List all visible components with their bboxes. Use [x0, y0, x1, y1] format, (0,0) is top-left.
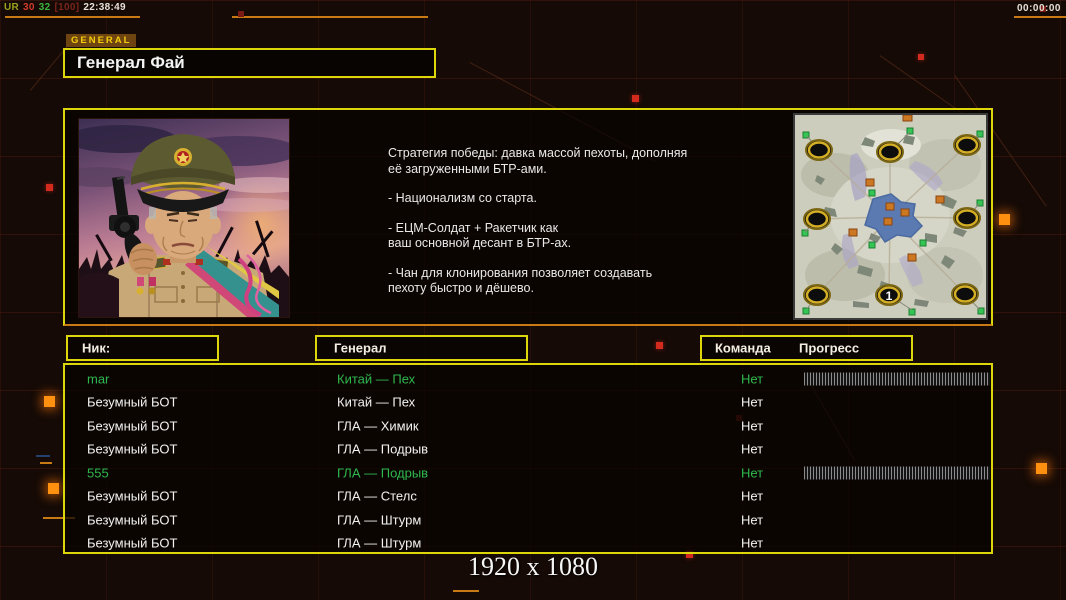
deco-line [40, 462, 52, 464]
player-nick: Безумный БОТ [87, 535, 178, 551]
player-row[interactable]: Безумный БОТ ГЛА — Стелс Нет [67, 485, 989, 509]
player-team: Нет [741, 488, 764, 504]
column-header-nick: Ник: [66, 335, 219, 361]
deco-red-square [686, 551, 693, 558]
player-nick: Безумный БОТ [87, 512, 178, 528]
deco-line-blue [36, 455, 50, 457]
general-info-panel: Стратегия победы: давка массой пехоты, д… [59, 108, 993, 326]
player-team: Нет [741, 512, 764, 528]
general-portrait-image [59, 119, 309, 317]
deco-line [43, 517, 75, 519]
deco-red-square [238, 11, 244, 17]
player-general: Китай — Пех [337, 371, 416, 387]
deco-red-square [632, 95, 639, 102]
deco-red-square [46, 184, 53, 191]
player-row[interactable]: 555 ГЛА — Подрыв Нет [67, 461, 990, 485]
gentool-statusbar: UR 30 32 [100] 22:38:49 [4, 2, 130, 13]
player-row[interactable]: Безумный БОТ ГЛА — Штурм Нет [67, 508, 989, 532]
player-nick: Безумный БОТ [87, 418, 178, 434]
deco-orange-square [1036, 463, 1047, 474]
start-position-1-label: 1 [886, 289, 893, 303]
match-timer: 00:00:00 [1016, 3, 1061, 14]
player-general: ГЛА — Химик [337, 418, 419, 434]
player-progress-bar [804, 372, 990, 386]
deco-line [453, 590, 479, 592]
deco-orange-square [999, 214, 1010, 225]
deco-orange-square [48, 483, 59, 494]
player-nick: Безумный БОТ [87, 488, 178, 504]
progress-header-label: Прогресс [799, 340, 860, 356]
briefing-paragraph: - Чан для клонирования позволяет создава… [388, 265, 653, 296]
column-header-general: Генерал [315, 335, 528, 361]
deco-red-square [656, 342, 663, 349]
player-team: Нет [741, 535, 764, 551]
player-row[interactable]: Безумный БОТ ГЛА — Подрыв Нет [67, 438, 989, 462]
player-team: Нет [741, 394, 764, 410]
statusbar-segment: 30 [23, 2, 35, 13]
strategy-briefing: Стратегия победы: давка массой пехоты, д… [388, 146, 740, 311]
player-list-panel: mar Китай — Пех Нет Безумный БОТ Китай — Пех… [63, 363, 993, 554]
deco-line [232, 16, 428, 18]
statusbar-segment: UR [4, 2, 20, 13]
statusbar-segment: 22:38:49 [83, 2, 126, 13]
deco-line [5, 16, 140, 18]
player-nick: Безумный БОТ [87, 394, 178, 410]
briefing-paragraph: - ЕЦМ-Солдат + Ракетчик как ваш основной… [388, 220, 572, 251]
player-team: Нет [741, 441, 764, 457]
player-general: ГЛА — Штурм [337, 512, 422, 528]
general-header-label: Генерал [334, 340, 387, 356]
player-nick: Безумный БОТ [87, 441, 178, 457]
player-general: ГЛА — Подрыв [337, 465, 429, 481]
nick-header-label: Ник: [82, 340, 111, 356]
player-general: ГЛА — Штурм [337, 535, 422, 551]
player-team: Нет [741, 371, 764, 387]
map-preview-image: 1 [795, 114, 986, 318]
player-row[interactable]: mar Китай — Пех Нет [67, 367, 990, 391]
statusbar-segment: [100] [54, 2, 80, 13]
player-team: Нет [741, 418, 764, 434]
player-general: ГЛА — Стелс [337, 488, 417, 504]
page-title: Генерал Фай [77, 53, 185, 72]
player-nick: mar [87, 371, 110, 387]
deco-red-square [918, 54, 924, 60]
player-row[interactable]: Безумный БОТ ГЛА — Химик Нет [67, 414, 989, 438]
player-progress-bar [804, 466, 990, 480]
player-rows: mar Китай — Пех Нет Безумный БОТ Китай — Пех… [67, 367, 990, 551]
map-preview: 1 [793, 113, 988, 320]
briefing-paragraph: Стратегия победы: давка массой пехоты, д… [388, 146, 688, 176]
player-row[interactable]: Безумный БОТ ГЛА — Штурм Нет [67, 532, 989, 556]
team-header-label: Команда [715, 340, 771, 356]
briefing-paragraph: - Национализм со старта. [388, 191, 537, 205]
statusbar-segment: 32 [38, 2, 51, 13]
general-tab-label: GENERAL [66, 34, 137, 47]
general-portrait [59, 118, 309, 318]
deco-orange-square [44, 396, 55, 407]
player-team: Нет [741, 465, 764, 481]
general-title-box: Генерал Фай [63, 48, 436, 78]
deco-line [1014, 16, 1066, 18]
player-nick: 555 [87, 465, 109, 481]
column-header-team-progress: Команда Прогресс [700, 335, 913, 361]
player-general: ГЛА — Подрыв [337, 441, 429, 457]
player-general: Китай — Пех [337, 394, 416, 410]
player-row[interactable]: Безумный БОТ Китай — Пех Нет [67, 391, 989, 415]
deco-red-square [1040, 6, 1046, 12]
resolution-label: 1920 x 1080 [468, 552, 598, 581]
